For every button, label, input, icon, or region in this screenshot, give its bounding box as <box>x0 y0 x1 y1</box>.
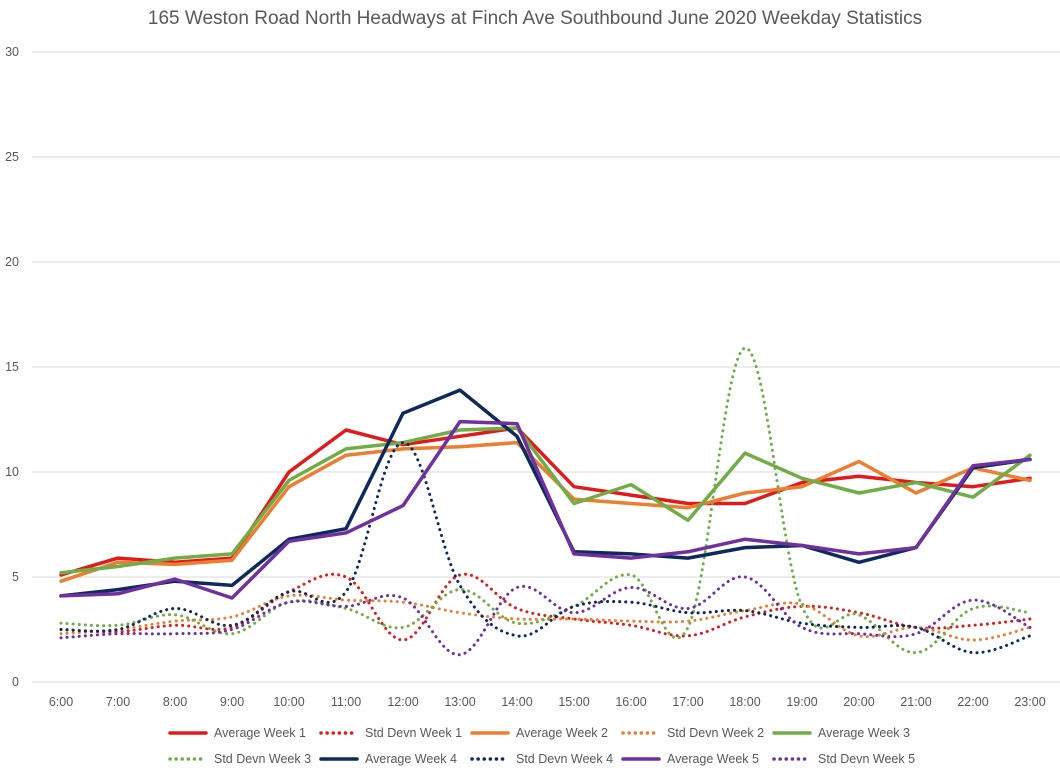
legend-item-4: Std Devn Week 2 <box>621 726 764 740</box>
legend-item-6: Std Devn Week 3 <box>168 752 311 766</box>
legend-item-8: Std Devn Week 4 <box>470 752 613 766</box>
series-line-1 <box>59 426 1032 577</box>
legend-item-5: Average Week 3 <box>772 726 910 740</box>
x-tick-label: 14:00 <box>501 695 532 709</box>
legend-label: Average Week 5 <box>667 752 759 766</box>
legend-item-9: Average Week 5 <box>621 752 759 766</box>
series-line-5 <box>59 426 1032 575</box>
series-line-7 <box>59 388 1032 598</box>
y-axis: 0 5 10 15 20 25 30 <box>5 45 19 689</box>
chart-title: 165 Weston Road North Headways at Finch … <box>147 8 923 29</box>
legend-item-10: Std Devn Week 5 <box>772 752 915 766</box>
x-tick-label: 12:00 <box>387 695 418 709</box>
legend-label: Average Week 3 <box>818 726 910 740</box>
legend-label: Std Devn Week 2 <box>667 726 764 740</box>
x-tick-label: 17:00 <box>672 695 703 709</box>
x-tick-label: 9:00 <box>220 695 244 709</box>
legend-item-7: Average Week 4 <box>319 752 457 766</box>
series-layer <box>59 346 1032 657</box>
legend-item-1: Average Week 1 <box>168 726 306 740</box>
legend-label: Std Devn Week 3 <box>214 752 311 766</box>
x-tick-label: 6:00 <box>49 695 73 709</box>
legend-label: Std Devn Week 1 <box>365 726 462 740</box>
series-line-2 <box>59 572 1032 642</box>
series-line-10 <box>59 575 1032 657</box>
legend-label: Average Week 1 <box>214 726 306 740</box>
y-tick-label: 10 <box>5 465 19 479</box>
x-tick-label: 8:00 <box>163 695 187 709</box>
x-tick-label: 19:00 <box>786 695 817 709</box>
y-tick-label: 0 <box>12 675 19 689</box>
x-tick-label: 11:00 <box>331 695 361 709</box>
x-tick-label: 18:00 <box>729 695 760 709</box>
legend-label: Std Devn Week 4 <box>516 752 613 766</box>
x-tick-label: 21:00 <box>900 695 931 709</box>
legend-label: Average Week 2 <box>516 726 608 740</box>
x-axis: 6:00 7:00 8:00 9:00 10:00 11:00 12:00 13:00 14:0… <box>49 695 1046 709</box>
x-tick-label: 10:00 <box>273 695 304 709</box>
grid-layer <box>32 51 1060 683</box>
series-line-3 <box>59 440 1032 583</box>
y-tick-label: 5 <box>12 570 19 584</box>
x-tick-label: 22:00 <box>957 695 988 709</box>
y-tick-label: 20 <box>5 255 19 269</box>
legend-label: Average Week 4 <box>365 752 457 766</box>
y-tick-label: 15 <box>5 360 19 374</box>
x-tick-label: 23:00 <box>1014 695 1045 709</box>
x-tick-label: 16:00 <box>615 695 646 709</box>
series-line-9 <box>59 419 1032 600</box>
series-line-8 <box>59 441 1032 655</box>
legend-item-2: Std Devn Week 1 <box>319 726 462 740</box>
legend-label: Std Devn Week 5 <box>818 752 915 766</box>
x-tick-label: 7:00 <box>106 695 130 709</box>
x-tick-label: 15:00 <box>558 695 589 709</box>
x-tick-label: 20:00 <box>843 695 874 709</box>
legend: Average Week 1 Std Devn Week 1 Average Wee… <box>168 726 915 766</box>
x-tick-label: 13:00 <box>444 695 475 709</box>
series-line-6 <box>59 346 1032 655</box>
y-tick-label: 25 <box>5 150 19 164</box>
legend-item-3: Average Week 2 <box>470 726 608 740</box>
y-tick-label: 30 <box>5 45 19 59</box>
